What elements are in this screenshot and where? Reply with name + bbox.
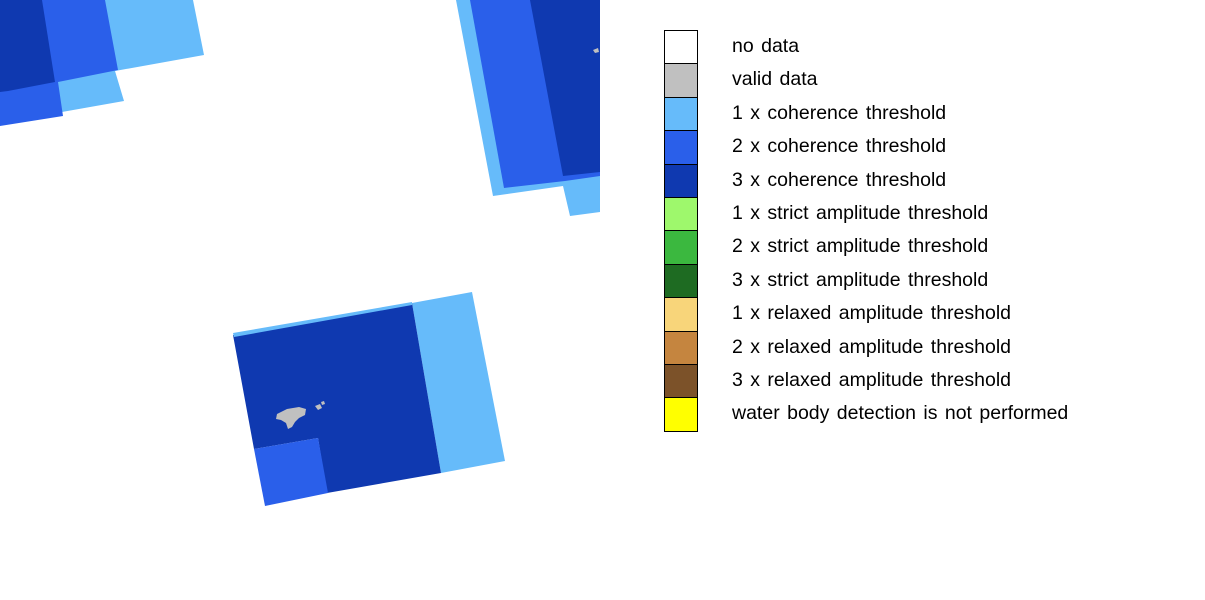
legend-item: 2 x coherence threshold — [664, 130, 1164, 164]
legend-item: 3 x relaxed amplitude threshold — [664, 363, 1164, 398]
legend-label: 1 x strict amplitude threshold — [732, 201, 989, 224]
tile-coherence-2x — [254, 438, 328, 506]
legend-label: 1 x relaxed amplitude threshold — [732, 302, 1011, 325]
legend-item: valid data — [664, 63, 1164, 97]
legend-item: 3 x strict amplitude threshold — [664, 263, 1164, 298]
legend-swatch — [664, 96, 698, 131]
legend-item: 1 x coherence threshold — [664, 96, 1164, 131]
legend-item: 2 x strict amplitude threshold — [664, 230, 1164, 264]
legend-swatch — [664, 63, 698, 97]
legend-swatch — [664, 330, 698, 364]
legend-label: no data — [732, 35, 800, 57]
valid-data-speck — [593, 48, 599, 53]
legend-item: 1 x relaxed amplitude threshold — [664, 297, 1164, 331]
legend-swatch — [664, 30, 698, 64]
valid-data-islet — [321, 401, 325, 405]
map-tile-top-right — [456, 0, 600, 216]
legend-label: 1 x coherence threshold — [732, 101, 947, 124]
legend-swatch — [664, 297, 698, 331]
legend-swatch — [664, 130, 698, 164]
legend-label: 3 x coherence threshold — [732, 168, 947, 191]
legend-label: 2 x coherence threshold — [732, 135, 947, 158]
legend-label: 2 x strict amplitude threshold — [732, 235, 989, 258]
legend-label: 3 x relaxed amplitude threshold — [732, 368, 1011, 391]
legend-item: water body detection is not performed — [664, 397, 1164, 432]
legend-label: water body detection is not performed — [732, 402, 1069, 425]
legend-label: 3 x strict amplitude threshold — [732, 268, 989, 291]
legend-swatch — [664, 263, 698, 298]
legend-item: 3 x coherence threshold — [664, 163, 1164, 197]
legend-swatch — [664, 230, 698, 264]
legend-item: 2 x relaxed amplitude threshold — [664, 330, 1164, 364]
tile-coherence-1x — [412, 292, 505, 473]
legend-swatch — [664, 397, 698, 432]
map-tile-top-left — [0, 0, 204, 126]
valid-data-islet — [315, 404, 322, 410]
map-tile-bottom — [233, 292, 505, 506]
tile-coherence-3x — [0, 0, 55, 92]
legend-item: 1 x strict amplitude threshold — [664, 196, 1164, 231]
legend-swatch — [664, 163, 698, 197]
valid-data-island — [276, 407, 306, 429]
tile-edge-highlight — [233, 302, 412, 337]
legend: no data valid data 1 x coherence threshold… — [664, 30, 1164, 432]
legend-swatch — [664, 363, 698, 398]
legend-label: valid data — [732, 68, 818, 91]
tile-coherence-3x — [233, 303, 441, 493]
map-canvas — [0, 0, 600, 506]
legend-swatch — [664, 196, 698, 231]
tile-coherence-3x — [530, 0, 600, 176]
map-panel — [0, 0, 600, 600]
legend-label: 2 x relaxed amplitude threshold — [732, 335, 1011, 358]
legend-item: no data — [664, 30, 1164, 64]
